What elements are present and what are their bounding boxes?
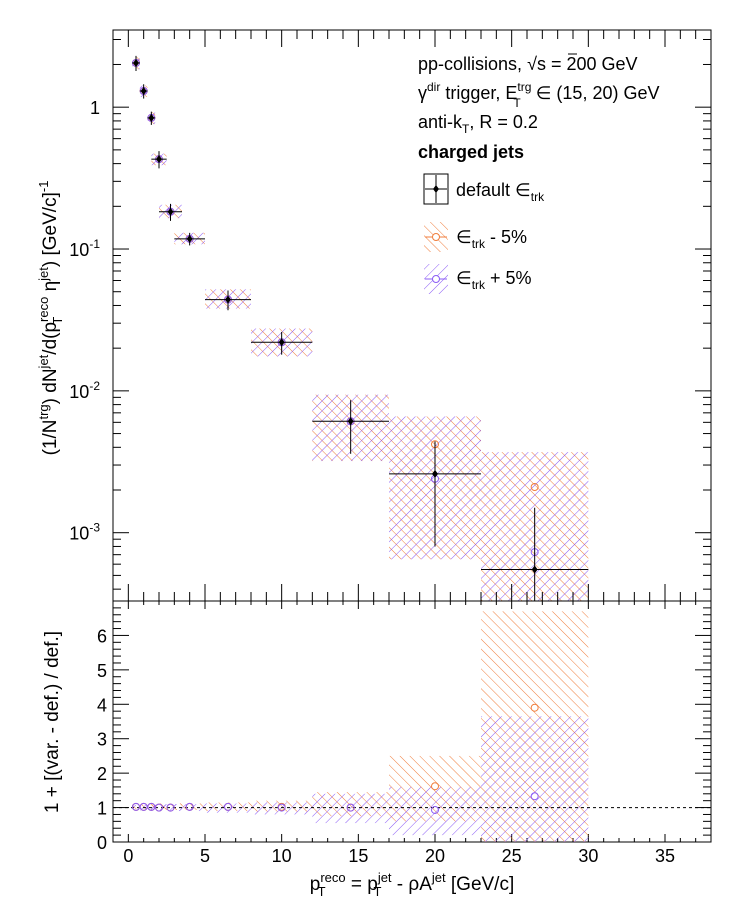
x-axis-title: preco T = pjet T - ρAjet [GeV/c]: [310, 870, 515, 899]
charged-jets-label: charged jets: [418, 142, 524, 162]
point-default-3: [156, 155, 162, 164]
trigger-text: γdir trigger, Etrg T ∈ (15, 20) GeV: [418, 80, 659, 110]
bottom-plot-frame: [112, 600, 712, 843]
top-plot-area: 10-3 10-2 10-1 1: [69, 30, 711, 601]
point-default-10: [531, 565, 538, 574]
x-tick-label: 15: [348, 846, 368, 866]
point-default-5: [186, 234, 193, 243]
marker-minus-ratio-10: [530, 703, 539, 712]
top-y-tick-label: 10-1: [69, 237, 100, 260]
point-default-4: [167, 207, 174, 216]
marker-plus-ratio-2: [147, 802, 156, 811]
marker-plus-ratio-9: [431, 805, 439, 814]
top-y-tick-label: 10-2: [69, 379, 100, 402]
bottom-y-tick-label: 2: [97, 764, 107, 784]
bottom-y-tick-label: 4: [97, 695, 107, 715]
bottom-y-axis-title: 1 + [(var. - def.) / def.]: [42, 631, 63, 813]
legend-label-minus: ∈trk - 5%: [456, 227, 527, 251]
x-tick-label: 0: [123, 846, 133, 866]
x-tick-label: 30: [578, 846, 598, 866]
algorithm-text: anti-kT, R = 0.2: [418, 112, 538, 136]
legend-label-default: default ∈trk: [456, 180, 545, 204]
x-tick-label: 5: [200, 846, 210, 866]
band-plus-ratio-8: [312, 793, 389, 824]
point-default-6: [225, 295, 231, 304]
bottom-y-tick-label: 5: [97, 661, 107, 681]
point-default-9: [432, 469, 438, 478]
band-plus-ratio-9: [389, 786, 481, 836]
legend: default ∈trk ∈trk - 5% ∈trk + 5%: [423, 173, 545, 294]
marker-plus-ratio-0: [132, 802, 140, 811]
bottom-y-tick-label: 6: [97, 626, 107, 646]
marker-plus-ratio-3: [155, 803, 163, 812]
marker-plus-ratio-8: [346, 803, 355, 812]
point-default-8: [347, 417, 354, 426]
point-default-0: [133, 58, 139, 67]
band-plus-ratio-5: [174, 804, 205, 812]
marker-plus-ratio-6: [224, 802, 232, 811]
point-default-2: [148, 113, 155, 122]
band-plus-ratio-0: [132, 804, 140, 811]
marker-minus-top-10: [530, 482, 539, 491]
marker-plus-ratio-7: [277, 803, 286, 812]
x-tick-label: 35: [655, 846, 675, 866]
top-y-axis-title: (1/Ntrg) dNjet/d(precoT ηjet) [GeV/c]-1: [36, 181, 65, 456]
legend-label-plus: ∈trk + 5%: [456, 268, 532, 292]
band-plus-ratio-6: [205, 803, 251, 813]
legend-entry-plus: ∈trk + 5%: [424, 264, 532, 294]
marker-minus-ratio-9: [431, 782, 439, 791]
top-y-tick-label: 10-3: [69, 521, 100, 544]
point-default-7: [278, 338, 285, 347]
collisions-text: pp-collisions, √s = 200 GeV: [418, 54, 638, 74]
info-text: pp-collisions, √s = 200 GeV γdir trigger…: [418, 53, 659, 162]
band-plus-ratio-10: [481, 716, 589, 842]
legend-marker-default: [423, 173, 449, 205]
bottom-y-tick-label: 1: [97, 799, 107, 819]
x-tick-label: 10: [272, 846, 292, 866]
legend-entry-default: default ∈trk: [423, 173, 545, 205]
marker-plus-ratio-4: [166, 803, 175, 812]
bottom-y-tick-label: 3: [97, 730, 107, 750]
legend-entry-minus: ∈trk - 5%: [424, 222, 527, 252]
bottom-plot-area: 0 5 10 15 20 25 30 35 0 1 2 3 4 5 6: [97, 601, 711, 866]
band-plus-ratio-4: [159, 804, 182, 812]
top-y-tick-label: 1: [90, 98, 100, 118]
point-default-1: [140, 87, 147, 96]
marker-plus-ratio-1: [139, 802, 148, 811]
marker-plus-ratio-5: [185, 802, 194, 811]
x-tick-label: 25: [502, 846, 522, 866]
band-plus-ratio-7: [251, 802, 313, 815]
bottom-y-tick-label: 0: [97, 833, 107, 853]
marker-plus-ratio-10: [530, 792, 539, 801]
x-tick-label: 20: [425, 846, 445, 866]
